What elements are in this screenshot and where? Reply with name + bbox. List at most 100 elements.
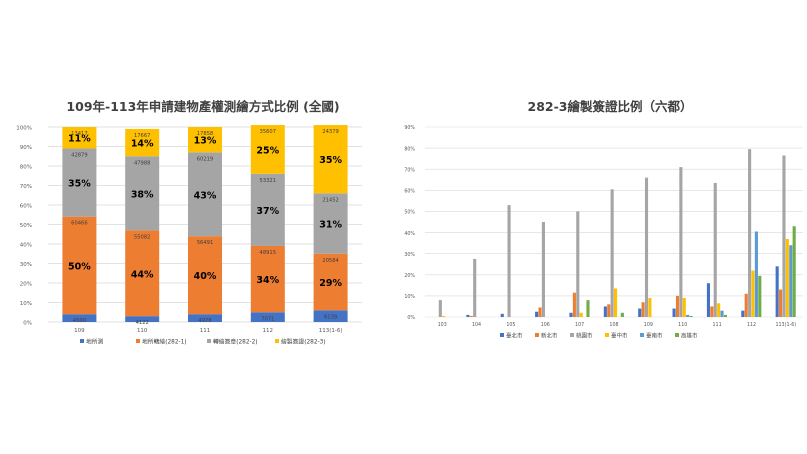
bar xyxy=(648,298,652,317)
data-label: 34% xyxy=(256,275,279,286)
bar xyxy=(572,292,576,317)
bar xyxy=(614,288,618,317)
data-label: 7071 xyxy=(261,316,274,322)
data-label: 50% xyxy=(68,261,91,272)
bar-segment xyxy=(188,127,222,153)
bar xyxy=(689,315,693,317)
legend-swatch xyxy=(675,333,679,337)
bar xyxy=(775,266,779,317)
bar xyxy=(782,155,786,317)
legend: 地所測 地所轄繪(282-1) 轉繪簽章(282-2) 繪製簽證(282-3) xyxy=(80,338,326,346)
bar xyxy=(500,313,504,317)
bar xyxy=(469,315,473,317)
legend-swatch xyxy=(275,339,279,343)
x-tick-label: 105 xyxy=(506,322,515,328)
x-axis: 109 110 111 112 113(1-6) xyxy=(74,328,342,334)
legend-label: 臺中市 xyxy=(611,332,628,340)
y-tick-label: 40% xyxy=(20,243,32,249)
legend-swatch xyxy=(535,333,539,337)
legend-swatch xyxy=(605,333,609,337)
bar-segment xyxy=(62,216,97,315)
bar xyxy=(720,310,724,317)
bar xyxy=(758,275,762,317)
x-tick-label: 107 xyxy=(575,322,584,328)
y-tick-label: 20% xyxy=(20,282,32,288)
legend-label: 臺北市 xyxy=(506,332,523,340)
bar xyxy=(754,231,758,317)
y-tick-label: 30% xyxy=(20,262,32,268)
x-axis: 103 104 105 106 107 108 109 110 111 112 113(1-6) xyxy=(438,322,797,328)
x-tick-label: 112 xyxy=(263,328,274,334)
bar xyxy=(741,310,745,317)
bar-segment xyxy=(62,127,97,149)
legend-swatch xyxy=(640,333,644,337)
bar-segment xyxy=(313,253,348,311)
data-label: 60219 xyxy=(197,156,214,162)
bar-segment xyxy=(62,314,97,322)
data-label: 44% xyxy=(131,269,154,280)
bar xyxy=(569,312,573,317)
x-tick-label: 108 xyxy=(609,322,618,328)
bar xyxy=(713,182,717,317)
data-label: 47988 xyxy=(134,160,151,166)
bar xyxy=(576,211,580,317)
data-label: 17858 xyxy=(197,131,214,137)
legend-label: 桃園市 xyxy=(576,332,593,340)
bar xyxy=(507,205,511,317)
data-label: 48915 xyxy=(260,250,277,256)
bar-segment xyxy=(250,125,285,174)
x-tick-label: 109 xyxy=(644,322,653,328)
bar xyxy=(586,300,590,317)
bar-segment xyxy=(125,316,160,322)
data-label: 13417 xyxy=(71,131,88,137)
data-label: 43% xyxy=(194,190,217,201)
y-tick-label: 20% xyxy=(404,273,415,279)
legend-swatch xyxy=(500,333,504,337)
y-tick-label: 90% xyxy=(404,125,415,131)
bar xyxy=(638,308,642,317)
x-tick-label: 103 xyxy=(438,322,447,328)
data-label: 14% xyxy=(131,139,154,150)
bar xyxy=(744,293,748,317)
bar-segment xyxy=(250,245,285,313)
bar xyxy=(541,222,545,317)
bar xyxy=(686,314,690,317)
bar-segment xyxy=(125,230,160,317)
bar xyxy=(723,314,727,317)
bar xyxy=(473,258,477,317)
bar-segment xyxy=(125,156,160,231)
y-tick-label: 70% xyxy=(404,167,415,173)
gridlines xyxy=(425,126,803,318)
y-tick-label: 60% xyxy=(404,189,415,195)
bar xyxy=(466,314,470,317)
x-tick-label: 113(1-6) xyxy=(319,328,343,334)
bar-segment xyxy=(313,310,348,322)
legend-label: 轉繪簽章(282-2) xyxy=(213,338,258,346)
data-label: 40% xyxy=(194,271,217,282)
bar xyxy=(675,295,680,317)
bar xyxy=(603,306,607,317)
y-tick-label: 80% xyxy=(404,146,415,152)
legend-swatch xyxy=(136,339,140,343)
y-axis: 0% 10% 20% 30% 40% 50% 60% 70% 80% 90% 100% xyxy=(16,126,32,327)
x-tick-label: 111 xyxy=(713,322,722,328)
x-tick-label: 109 xyxy=(74,328,85,334)
bar-segment xyxy=(313,193,348,254)
y-tick-label: 100% xyxy=(16,126,32,132)
data-label: 53321 xyxy=(260,178,277,184)
y-tick-label: 50% xyxy=(404,210,415,216)
bar xyxy=(610,189,614,317)
legend-label: 地所測 xyxy=(86,338,104,346)
data-label: 21452 xyxy=(322,197,339,203)
bar-segment xyxy=(250,312,285,322)
bar xyxy=(644,177,649,317)
data-label: 60466 xyxy=(71,221,88,227)
x-tick-label: 110 xyxy=(678,322,687,328)
bar xyxy=(672,308,676,317)
legend-label: 新北市 xyxy=(541,332,558,340)
bar-segment xyxy=(188,152,222,237)
data-label: 31% xyxy=(319,220,342,231)
bar xyxy=(620,312,624,317)
bar-segment xyxy=(313,125,348,194)
